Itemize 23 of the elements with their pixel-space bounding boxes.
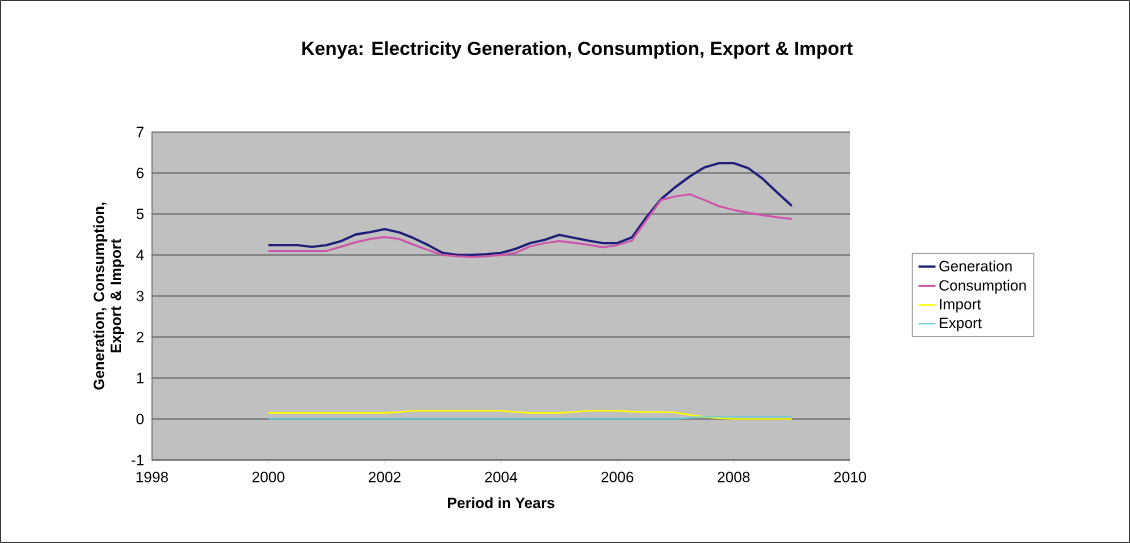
x-tick-label: 1998 — [136, 471, 168, 483]
legend-label: Generation — [939, 260, 1012, 272]
y-tick-label: 4 — [136, 249, 144, 261]
chart-title: Kenya: Electricity Generation, Consumption, Export & Import — [302, 41, 853, 59]
x-tick-label: 2008 — [717, 471, 750, 483]
x-axis-title: Period in Years — [448, 497, 555, 509]
x-tick-label: 2006 — [601, 471, 634, 483]
y-tick-label: 1 — [137, 372, 144, 384]
y-tick-label: 6 — [136, 167, 144, 179]
x-tick-label: 2004 — [485, 471, 518, 483]
y-tick-label: 0 — [136, 413, 144, 425]
legend-label: Export — [939, 317, 982, 332]
x-tick-label: 2000 — [252, 471, 285, 483]
x-tick-label: 2002 — [368, 471, 401, 483]
y-tick-label: 5 — [136, 208, 144, 220]
y-tick-label: 7 — [136, 126, 144, 138]
legend-label: Import — [940, 299, 981, 313]
y-tick-label: 3 — [136, 290, 144, 302]
y-tick-label: 2 — [136, 331, 144, 343]
y-tick-label: -1 — [131, 454, 144, 466]
x-tick-label: 2010 — [834, 471, 867, 483]
y-axis-title: Generation, Consumption, Export & Import — [93, 202, 125, 390]
legend-label: Consumption — [939, 279, 1026, 294]
